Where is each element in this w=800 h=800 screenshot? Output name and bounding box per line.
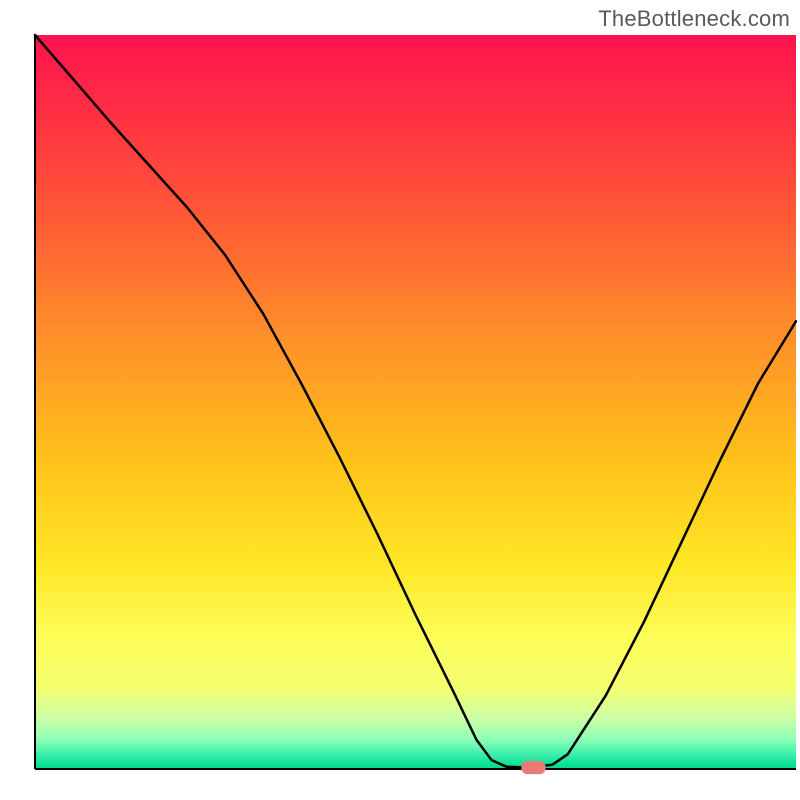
- chart-svg: [0, 0, 800, 800]
- bottleneck-chart: TheBottleneck.com: [0, 0, 800, 800]
- plot-background: [35, 35, 796, 769]
- optimal-marker: [521, 761, 545, 774]
